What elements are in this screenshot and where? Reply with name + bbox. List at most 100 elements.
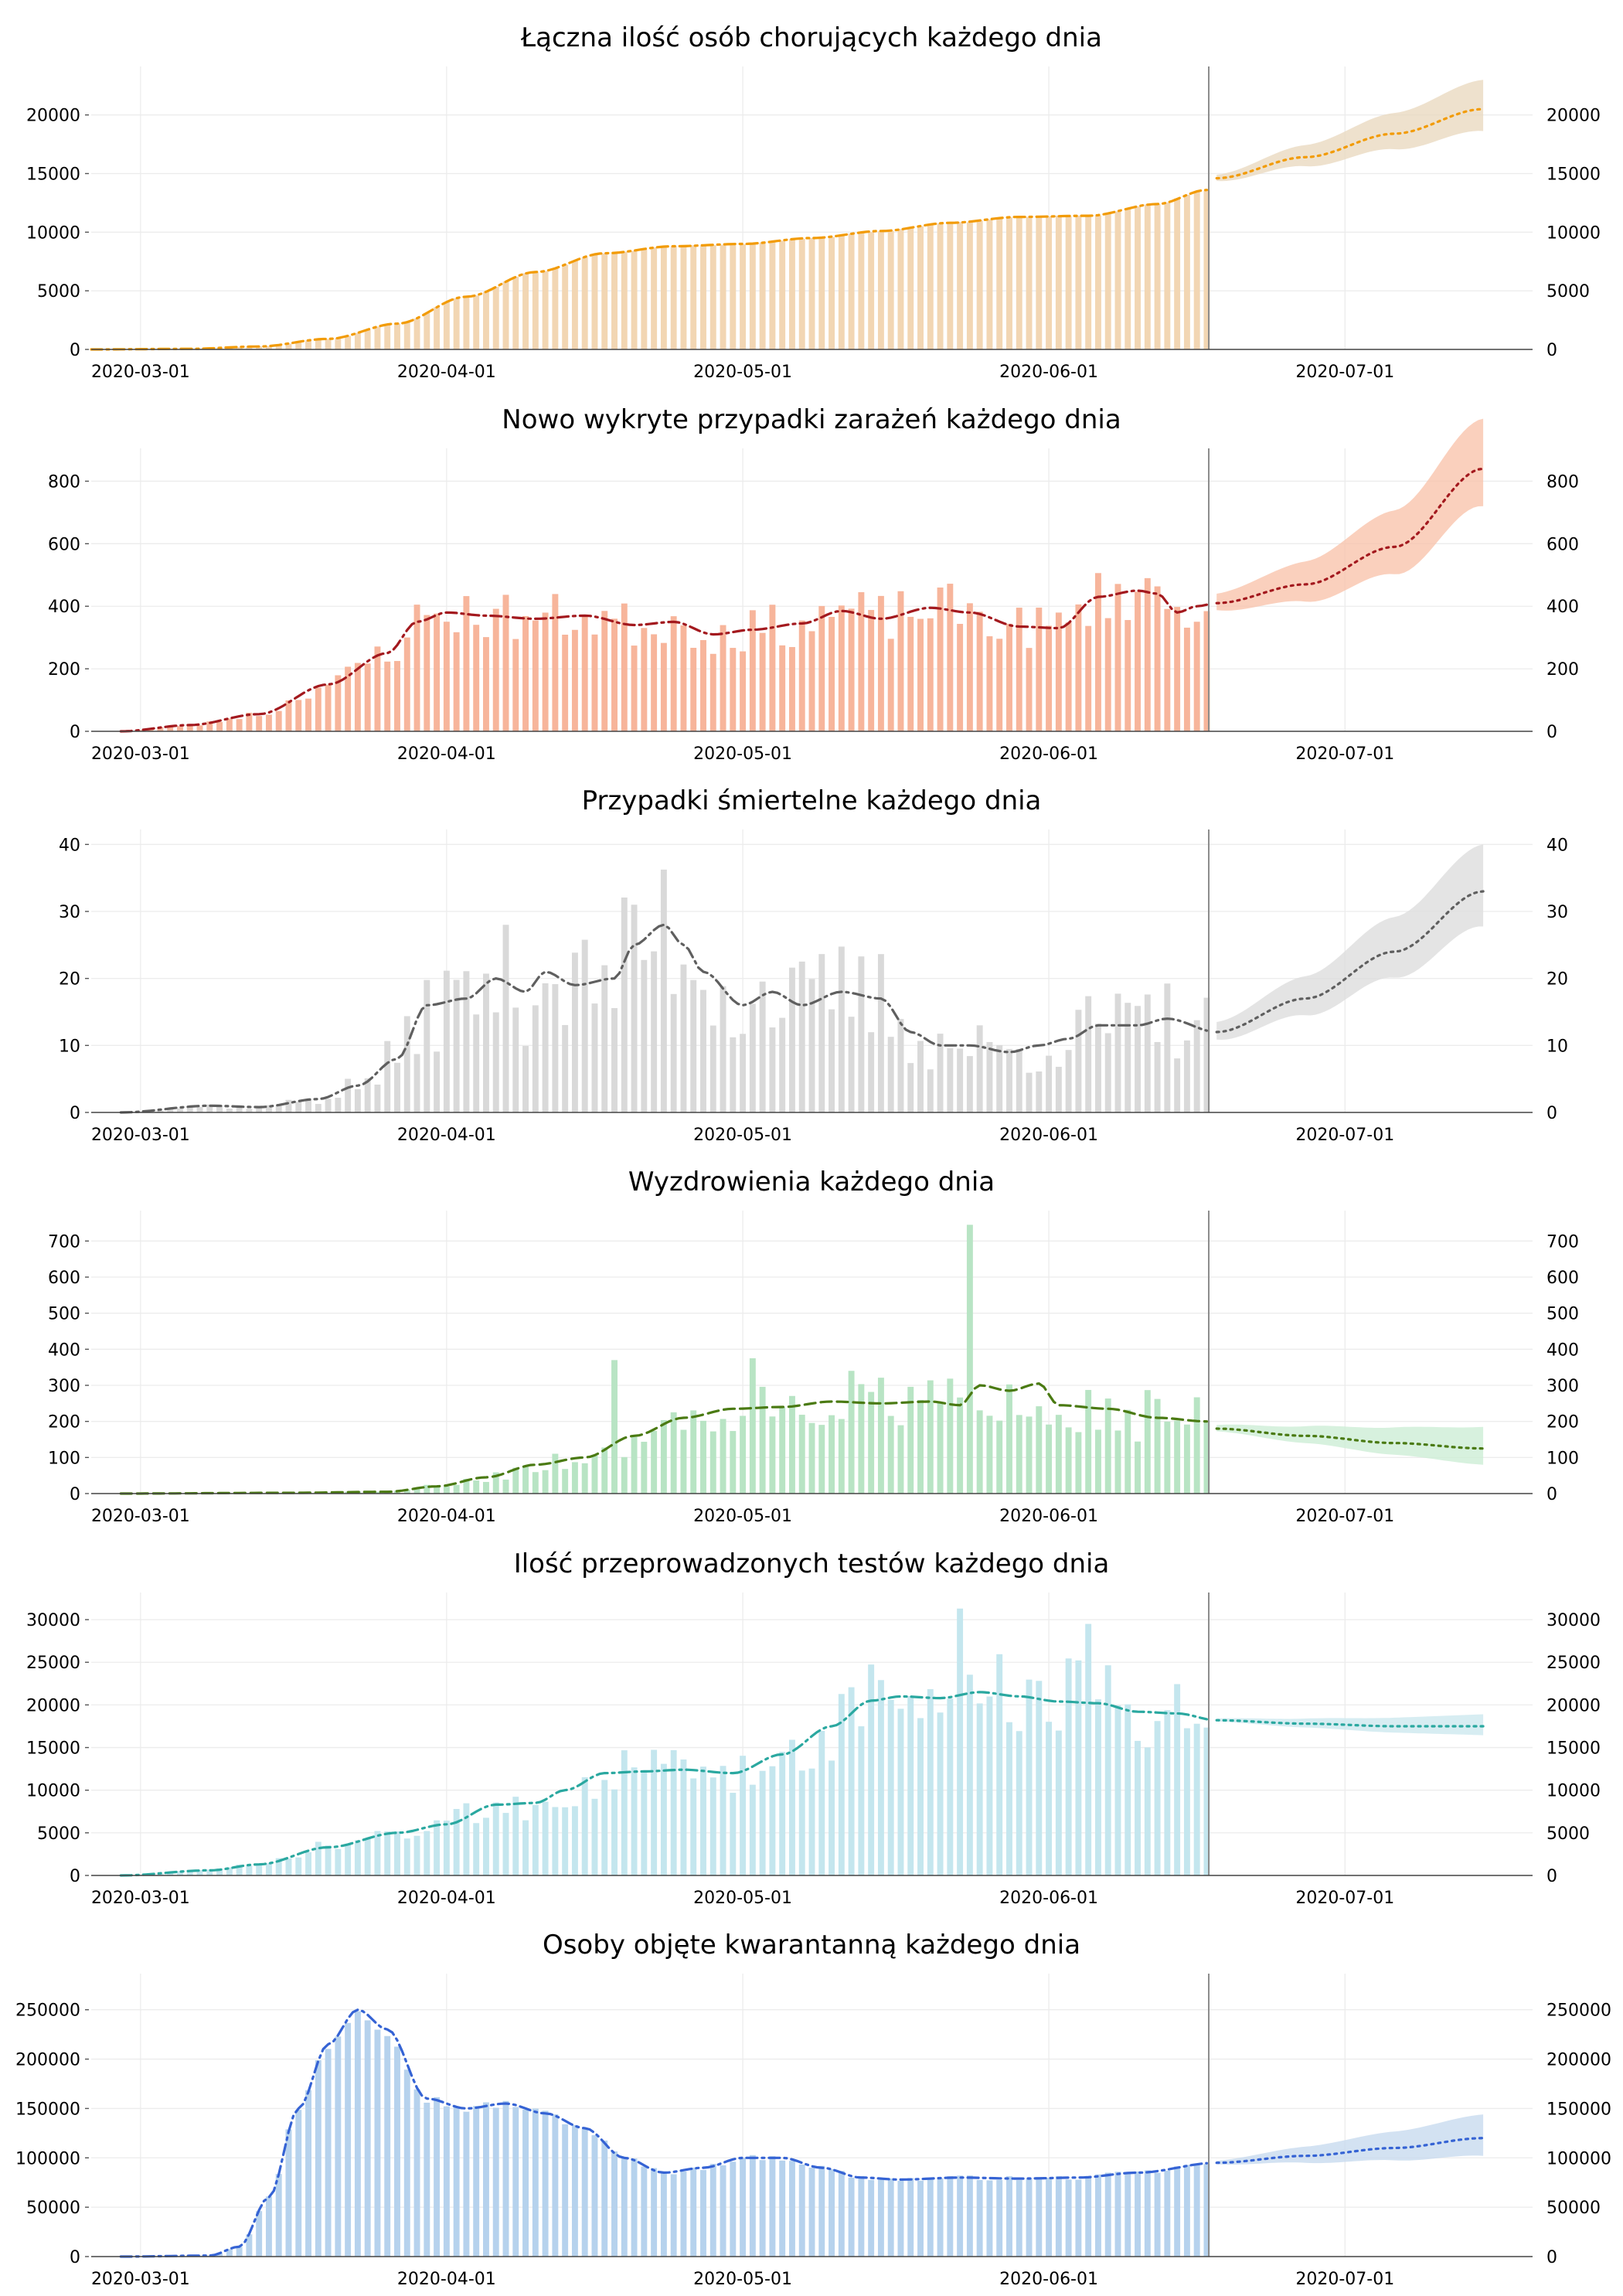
bar [1183, 1728, 1190, 1875]
forecast-band [1216, 1424, 1484, 1465]
bar [709, 1777, 716, 1875]
bar [1065, 622, 1072, 731]
bar [818, 1425, 825, 1494]
bar [611, 1008, 618, 1112]
bar [542, 1470, 549, 1494]
bar [1006, 623, 1012, 731]
y-tick-label-left: 500 [48, 1305, 80, 1324]
bar [838, 1419, 845, 1494]
trend-line [119, 1691, 1209, 1877]
bar [868, 2179, 875, 2257]
bar [384, 2035, 391, 2257]
bar [236, 1105, 243, 1112]
y-tick-label-left: 5000 [37, 282, 80, 301]
bar [265, 1863, 272, 1875]
bar [1094, 1024, 1101, 1112]
bar [1085, 216, 1092, 349]
bar [1016, 1048, 1022, 1112]
bar [1125, 1003, 1131, 1112]
bar [473, 1823, 480, 1875]
y-tick-label-left: 250000 [15, 2001, 80, 2021]
bar [740, 1756, 747, 1875]
bar [611, 1789, 618, 1875]
bars [128, 1225, 1210, 1494]
bar [966, 1674, 973, 1875]
bar [1183, 627, 1190, 731]
bar [1046, 1722, 1053, 1875]
bar [601, 253, 608, 349]
bar [877, 1378, 884, 1494]
bar [413, 1489, 420, 1494]
bar [966, 603, 973, 731]
bar [986, 219, 993, 349]
bar [424, 2102, 430, 2257]
bar [413, 2089, 420, 2257]
bar [226, 1867, 233, 1875]
bar [651, 1749, 658, 1875]
bar [1055, 1415, 1062, 1494]
bar [769, 1027, 776, 1112]
chart-panel-5: Ilość przeprowadzonych testów każdego dn… [26, 1548, 1601, 1908]
bar [492, 1472, 499, 1494]
bar [1094, 1429, 1101, 1494]
x-tick-label: 2020-03-01 [91, 363, 190, 382]
y-tick-label-right: 50000 [1546, 2199, 1601, 2218]
x-tick-label: 2020-07-01 [1295, 744, 1394, 764]
y-tick-label-left: 15000 [26, 1739, 80, 1759]
bar [591, 634, 598, 731]
bar [275, 710, 282, 731]
x-tick-label: 2020-06-01 [999, 1889, 1098, 1908]
bar [749, 2155, 756, 2257]
bar [670, 246, 677, 349]
y-tick-label-left: 10 [59, 1037, 80, 1056]
y-tick-label-right: 200 [1546, 1413, 1579, 1432]
bar [769, 1766, 776, 1875]
bar [976, 2179, 983, 2257]
bar [453, 1808, 460, 1875]
x-tick-label: 2020-07-01 [1295, 1507, 1394, 1526]
bar [1065, 216, 1072, 349]
bar [740, 2158, 747, 2257]
bar [443, 301, 450, 349]
bar [1065, 1050, 1072, 1112]
bar [690, 1410, 697, 1494]
bar [848, 2177, 855, 2257]
bar [759, 1386, 766, 1494]
bar [631, 904, 638, 1112]
bar [512, 276, 519, 349]
bar [838, 605, 845, 731]
bar [730, 1037, 737, 1112]
y-tick-label-right: 400 [1546, 1340, 1579, 1360]
bar [996, 1044, 1003, 1112]
y-tick-label-left: 15000 [26, 165, 80, 185]
bar [562, 1807, 569, 1875]
bar [641, 959, 648, 1112]
bar [877, 1680, 884, 1875]
bar [798, 1770, 805, 1875]
bar [897, 2180, 904, 2257]
bar [374, 1084, 381, 1112]
forecast-line [1215, 467, 1485, 605]
x-tick-label: 2020-05-01 [693, 1126, 792, 1145]
bar [829, 237, 835, 349]
bar [1046, 1424, 1053, 1494]
bar [453, 979, 460, 1112]
bar [512, 2107, 519, 2257]
bar [858, 956, 865, 1112]
bar [1154, 203, 1161, 349]
x-tick-label: 2020-03-01 [91, 2270, 190, 2289]
bar [1144, 994, 1151, 1112]
bar [976, 1703, 983, 1875]
bar [325, 1099, 332, 1112]
bar [571, 952, 578, 1112]
bar [315, 1841, 322, 1875]
bar [720, 1419, 726, 1494]
bar [947, 1698, 954, 1875]
forecast-line [1215, 1719, 1485, 1728]
bar [1026, 1072, 1033, 1112]
bar [463, 971, 470, 1112]
bar [473, 2106, 480, 2257]
bar [868, 1392, 875, 1494]
bar [246, 1865, 253, 1875]
y-tick-label-left: 150000 [15, 2100, 80, 2119]
